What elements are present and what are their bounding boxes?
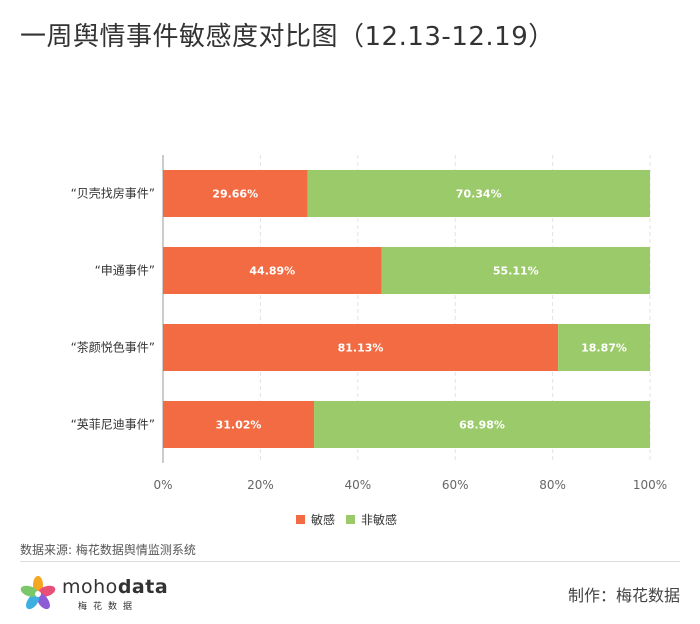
- category-label: “贝壳找房事件”: [71, 186, 155, 201]
- data-label: 18.87%: [581, 342, 627, 355]
- legend-swatch: [346, 515, 355, 524]
- data-label: 70.34%: [456, 188, 502, 201]
- data-label: 81.13%: [338, 342, 384, 355]
- chart-title: 一周舆情事件敏感度对比图（12.13-12.19）: [20, 22, 555, 52]
- x-tick-label: 80%: [539, 478, 566, 492]
- category-label: “茶颜悦色事件”: [71, 340, 155, 355]
- x-tick-label: 20%: [247, 478, 274, 492]
- category-label: “申通事件”: [95, 264, 155, 278]
- category-label: “英菲尼迪事件”: [71, 418, 155, 432]
- footer-divider: [20, 561, 680, 562]
- mohodata-logo-icon: [20, 576, 56, 610]
- stacked-bar-chart: 0% 20% 40% 60% 80% 100% “贝壳找房事件” 29.66% 70.34% “申…: [71, 155, 667, 527]
- bar-segment-non-sensitive: [314, 401, 650, 448]
- data-label: 55.11%: [493, 265, 539, 278]
- data-label: 29.66%: [212, 188, 258, 201]
- bar-segment-non-sensitive: [307, 170, 650, 217]
- brand-name-part1: moho: [62, 576, 118, 598]
- bar-segment-sensitive: [163, 170, 308, 217]
- x-tick-label: 0%: [153, 478, 172, 492]
- x-tick-label: 100%: [633, 478, 667, 492]
- bar-segment-non-sensitive: [381, 247, 650, 294]
- x-tick-label: 40%: [344, 478, 371, 492]
- brand-name: mohodata: [62, 576, 168, 598]
- data-label: 31.02%: [216, 419, 262, 432]
- brand-subtitle: 梅花数据: [78, 602, 139, 612]
- bar-segment-sensitive: [163, 324, 559, 371]
- brand-name-part2: data: [117, 576, 169, 598]
- data-source-note: 数据来源: 梅花数据舆情监测系统: [20, 543, 196, 557]
- data-label: 44.89%: [249, 265, 295, 278]
- credit-text: 制作：梅花数据: [567, 586, 680, 605]
- bar-segment-sensitive: [163, 401, 315, 448]
- bar-segment-sensitive: [163, 247, 382, 294]
- legend-label: 非敏感: [361, 512, 397, 527]
- legend-label: 敏感: [311, 512, 335, 527]
- x-tick-label: 60%: [442, 478, 469, 492]
- legend-swatch: [296, 515, 305, 524]
- data-label: 68.98%: [459, 419, 505, 432]
- bar-segment-non-sensitive: [558, 324, 650, 371]
